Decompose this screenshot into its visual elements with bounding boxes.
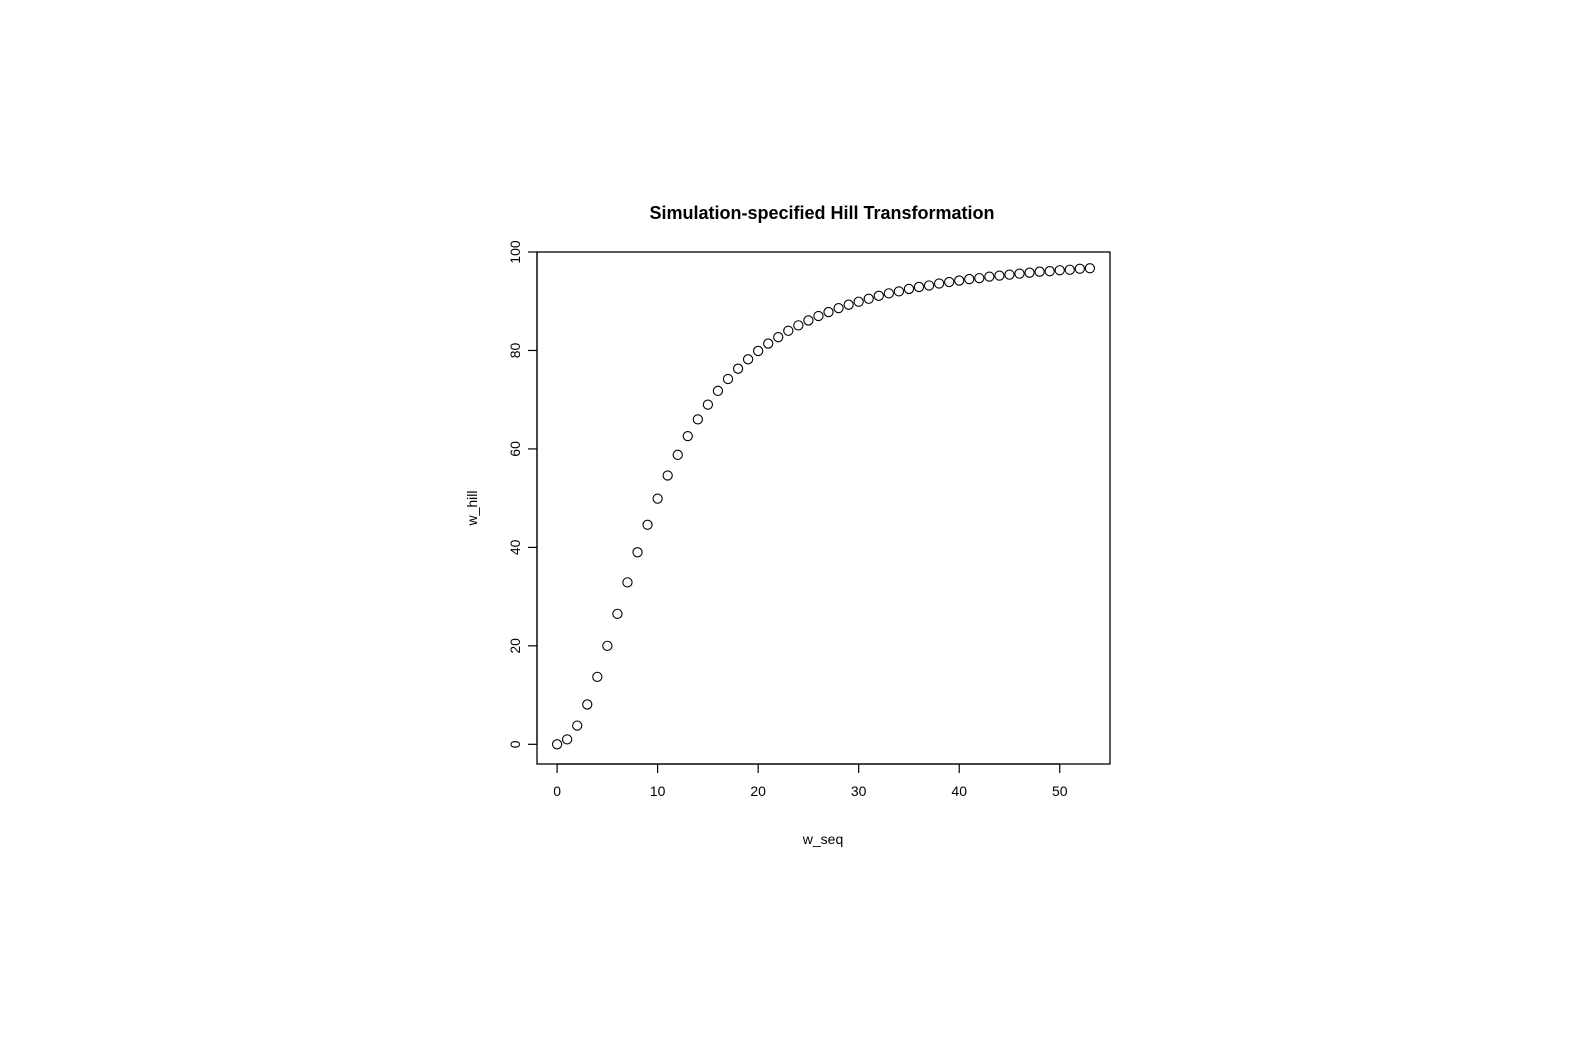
data-point [1054, 265, 1065, 276]
data-point [1044, 266, 1055, 277]
data-point [813, 310, 824, 322]
data-point [883, 288, 894, 299]
data-point [582, 699, 593, 710]
data-point [602, 640, 613, 651]
data-point [843, 299, 854, 310]
data-point [913, 281, 925, 293]
data-point [682, 430, 693, 442]
x-tick-label: 50 [1052, 783, 1068, 799]
y-tick-label: 20 [507, 638, 523, 654]
data-point [964, 273, 975, 285]
data-point [562, 734, 573, 745]
data-point [893, 286, 905, 297]
x-tick-label: 20 [750, 783, 766, 799]
y-tick-label: 60 [507, 441, 523, 457]
y-tick-label: 40 [507, 539, 523, 555]
plot-frame [536, 251, 1111, 765]
data-point [853, 296, 864, 307]
y-tick-label: 100 [507, 240, 523, 264]
y-axis: 0 20 40 60 80 100 [507, 240, 538, 748]
data-point [1014, 268, 1025, 279]
data-point [622, 577, 633, 588]
chart-title: Simulation-specified Hill Transformation [649, 203, 994, 223]
x-tick-label: 30 [851, 783, 867, 799]
data-point [954, 275, 965, 286]
y-tick-label: 80 [507, 342, 523, 358]
data-point [572, 720, 583, 731]
data-point [873, 290, 884, 301]
data-point [903, 283, 915, 295]
data-point [763, 338, 774, 349]
y-tick-label: 0 [507, 740, 523, 748]
data-point [944, 276, 955, 288]
data-point [1034, 266, 1045, 277]
data-point [692, 414, 703, 425]
data-points [551, 263, 1096, 750]
y-axis-label: w_hill [464, 490, 480, 526]
x-tick-label: 0 [553, 783, 561, 799]
data-point [1024, 267, 1035, 278]
data-point [551, 739, 563, 750]
data-point [742, 354, 754, 365]
data-point [732, 363, 744, 374]
data-point [592, 671, 603, 683]
data-point [773, 332, 784, 343]
data-point [974, 272, 985, 284]
data-point [793, 320, 804, 331]
data-point [803, 315, 814, 326]
data-point [753, 345, 764, 357]
data-point [863, 293, 874, 304]
data-point [642, 519, 653, 530]
data-point [672, 449, 683, 460]
data-point [632, 547, 643, 558]
data-point [923, 280, 935, 291]
data-point [1004, 269, 1015, 280]
data-point [612, 608, 623, 619]
data-point [1074, 263, 1085, 274]
x-axis: 0 10 20 30 40 50 [553, 763, 1068, 799]
data-point [702, 399, 714, 410]
data-point [652, 493, 663, 504]
data-point [1064, 264, 1075, 275]
data-point [823, 306, 834, 318]
data-point [933, 278, 945, 289]
data-point [994, 270, 1005, 281]
data-point [722, 373, 734, 385]
data-point [833, 302, 844, 314]
data-point [712, 385, 724, 396]
data-point [984, 271, 995, 282]
x-tick-label: 10 [650, 783, 666, 799]
x-tick-label: 40 [951, 783, 967, 799]
data-point [783, 325, 794, 336]
x-axis-label: w_seq [802, 831, 843, 847]
data-point [1084, 263, 1096, 274]
data-point [662, 470, 673, 481]
